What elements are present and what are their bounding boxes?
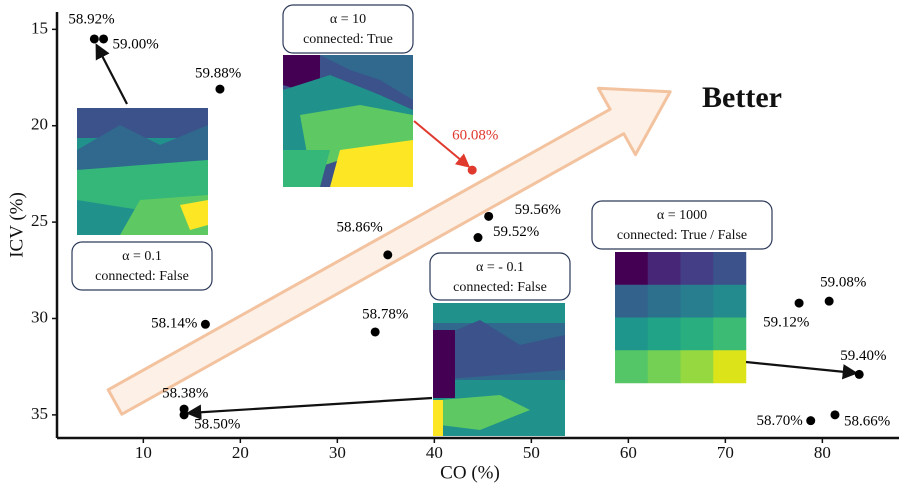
point	[383, 250, 392, 259]
segmentation-image	[433, 303, 565, 436]
data-label: 58.38%	[162, 386, 208, 402]
data-label: 59.88%	[195, 66, 241, 82]
annotation-text: α = 1000	[657, 208, 707, 223]
annotation: α = - 0.1 connected: False	[430, 253, 570, 300]
data-label: 58.92%	[68, 11, 114, 27]
x-tick-label: 30	[329, 443, 346, 462]
annotation-text: connected: False	[95, 269, 189, 284]
data-label: 58.70%	[756, 413, 802, 429]
data-label: 59.52%	[493, 224, 539, 240]
data-label: 59.40%	[840, 348, 886, 364]
y-axis-label: ICV (%)	[6, 192, 27, 258]
grid-cell	[615, 350, 648, 383]
point	[371, 327, 380, 336]
annotation-text: connected: True	[303, 32, 393, 47]
y-tick-label: 20	[31, 115, 48, 134]
point	[474, 233, 483, 242]
point	[99, 34, 108, 43]
point	[484, 212, 493, 221]
x-tick-label: 20	[232, 443, 249, 462]
grid-cell	[648, 285, 681, 318]
annotation-text: α = - 0.1	[476, 260, 524, 275]
x-tick-label: 10	[135, 443, 152, 462]
x-tick-label: 70	[717, 443, 734, 462]
annotation-text: α = 0.1	[122, 249, 162, 264]
grid-cell	[713, 318, 746, 351]
grid-cell	[648, 252, 681, 285]
data-label: 58.78%	[362, 306, 408, 322]
annotation-text: connected: False	[453, 280, 547, 295]
x-tick-label: 50	[523, 443, 540, 462]
point	[795, 299, 804, 308]
segmentation-image	[615, 252, 746, 383]
data-label: 59.56%	[515, 202, 561, 218]
grid-cell	[713, 285, 746, 318]
annotation: α = 1000 connected: True / False	[592, 201, 772, 249]
segmentation-image	[77, 108, 208, 235]
grid-cell	[713, 252, 746, 285]
y-tick-label: 25	[31, 211, 48, 230]
segmentation-image	[283, 55, 413, 187]
grid-cell	[713, 350, 746, 383]
x-tick-label: 60	[620, 443, 637, 462]
data-label: 58.86%	[337, 219, 383, 235]
point	[855, 370, 864, 379]
point	[180, 410, 189, 419]
data-label: 60.08%	[452, 128, 498, 144]
annotation-text: α = 10	[330, 12, 366, 27]
data-label: 59.12%	[763, 315, 809, 331]
grid-cell	[615, 252, 648, 285]
y-tick-label: 35	[31, 404, 48, 423]
data-label: 58.50%	[194, 416, 240, 432]
grid-cell	[681, 318, 714, 351]
x-tick-label: 80	[814, 443, 831, 462]
x-axis-label: CO (%)	[440, 462, 500, 483]
annotation-text: connected: True / False	[617, 228, 747, 243]
point	[90, 34, 99, 43]
point	[468, 166, 477, 175]
pointer-arrow	[97, 46, 127, 104]
grid-cell	[681, 252, 714, 285]
point	[201, 320, 210, 329]
grid-cell	[615, 285, 648, 318]
pointer-arrow	[189, 398, 432, 413]
data-label: 59.00%	[113, 36, 159, 52]
point	[830, 410, 839, 419]
y-tick-label: 15	[31, 18, 48, 37]
better-label: Better	[702, 81, 782, 114]
grid-cell	[648, 350, 681, 383]
chart: Better α = 10 connected: True α	[0, 0, 905, 488]
grid-cell	[615, 318, 648, 351]
y-tick-label: 30	[31, 307, 48, 326]
data-label: 59.08%	[820, 275, 866, 291]
pointer-arrow	[746, 362, 855, 373]
point	[215, 85, 224, 94]
annotation: α = 10 connected: True	[283, 5, 413, 53]
annotation: α = 0.1 connected: False	[72, 242, 212, 290]
point	[825, 297, 834, 306]
data-label: 58.66%	[844, 413, 890, 429]
grid-cell	[681, 350, 714, 383]
x-tick-label: 40	[426, 443, 443, 462]
data-label: 58.14%	[151, 316, 197, 332]
grid-cell	[681, 285, 714, 318]
grid-cell	[648, 318, 681, 351]
point	[806, 416, 815, 425]
